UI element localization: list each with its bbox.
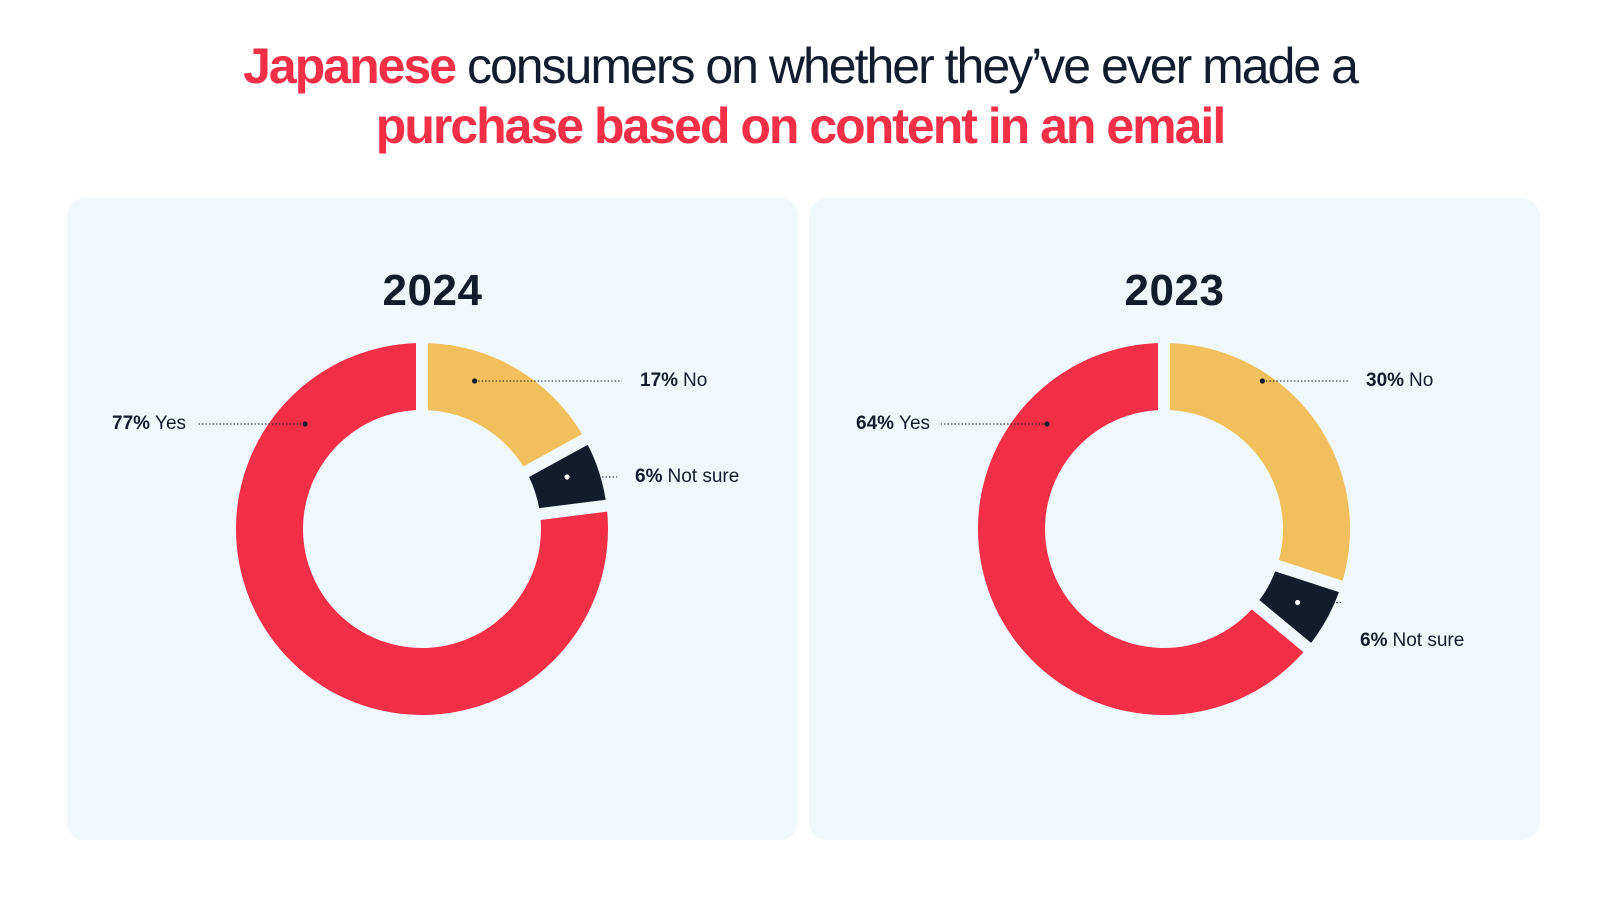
callout-name: No <box>1409 370 1434 391</box>
leader-dot-no-2023 <box>1259 378 1265 384</box>
leader-dot-yes-2023 <box>1044 421 1050 427</box>
callout-name: Yes <box>155 413 187 434</box>
leader-dot-yes-2024 <box>302 421 308 427</box>
callout-label-yes-2023: 64% Yes <box>856 413 930 435</box>
chart-headline: Japanese consumers on whether they’ve ev… <box>0 36 1600 156</box>
callout-name: Not sure <box>1392 630 1465 651</box>
callout-pct: 30% <box>1366 370 1405 391</box>
callout-name: Not sure <box>667 466 740 487</box>
leader-dot-no-2024 <box>472 378 478 384</box>
donut-slice-yes-2023 <box>978 343 1304 715</box>
chart-panel-2024: 2024 17% No 6% Not sure 77% Yes <box>67 198 798 840</box>
donut-slice-no-2024 <box>427 343 583 467</box>
chart-panel-2023: 2023 30% No 6% Not sure 64% Yes <box>809 198 1540 840</box>
chart-title-2024: 2024 <box>382 266 483 315</box>
callout-label-not-sure-2024: 6% Not sure <box>635 466 739 488</box>
callout-pct: 17% <box>640 370 679 391</box>
callout-label-no-2023: 30% No <box>1366 370 1433 392</box>
callout-label-yes-2024: 77% Yes <box>112 413 186 435</box>
callout-pct: 77% <box>112 413 151 434</box>
donut-slice-no-2023 <box>1169 343 1350 581</box>
leader-dot-not-sure-2023 <box>1295 599 1301 606</box>
donut-slice-not-sure-2023 <box>1259 571 1339 643</box>
callout-name: Yes <box>899 413 931 434</box>
headline-accent-topic: purchase based on content in an email <box>375 98 1226 154</box>
donut-slice-yes-2024 <box>236 343 608 715</box>
headline-line-2: purchase based on content in an email <box>0 96 1600 156</box>
callout-label-no-2024: 17% No <box>640 370 707 392</box>
leader-dot-not-sure-2024 <box>564 474 570 480</box>
donut-chart-2023 <box>941 343 1350 715</box>
callout-pct: 6% <box>1360 630 1388 651</box>
headline-line-1: Japanese consumers on whether they’ve ev… <box>0 36 1600 96</box>
headline-text: consumers on whether they’ve ever made a <box>455 38 1359 94</box>
callout-name: No <box>683 370 708 391</box>
callout-label-not-sure-2023: 6% Not sure <box>1360 630 1464 652</box>
callout-pct: 64% <box>856 413 895 434</box>
headline-accent-country: Japanese <box>243 38 457 94</box>
chart-title-2023: 2023 <box>1124 266 1225 315</box>
callout-pct: 6% <box>635 466 663 487</box>
donut-chart-2024 <box>197 343 622 715</box>
